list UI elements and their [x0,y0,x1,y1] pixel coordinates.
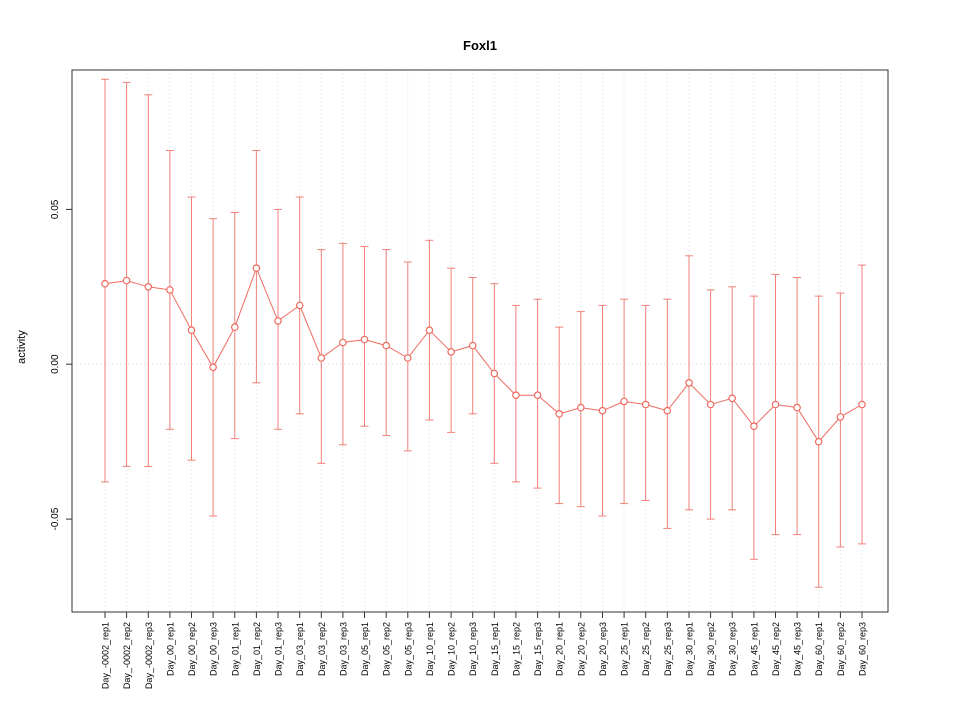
data-point [209,363,217,372]
data-point [512,391,520,400]
data-point [533,391,542,400]
data-point [425,326,434,335]
x-category-label: Day_60_rep1 [814,622,824,676]
x-category-label: Day_25_rep1 [620,622,630,676]
data-point [274,317,282,325]
x-category-label: Day_30_rep1 [685,622,695,676]
data-point [339,338,347,347]
data-point [144,282,153,291]
data-point [706,400,715,409]
y-tick-label: -0.05 [50,507,61,530]
x-category-label: Day_25_rep3 [663,622,673,676]
x-category-label: Day_45_rep3 [793,622,803,676]
data-point [360,335,369,344]
data-point [101,279,109,288]
data-point [663,406,672,415]
x-category-label: Day_03_rep1 [295,622,305,676]
y-tick-label: 0.05 [50,199,61,219]
data-point [122,276,131,285]
x-category-label: Day_10_rep1 [425,622,435,676]
data-point [295,301,304,310]
x-category-label: Day_60_rep3 [858,622,868,676]
data-point [403,354,412,362]
data-point [252,264,261,273]
x-category-label: Day_45_rep1 [749,622,759,676]
data-point [166,286,174,294]
y-tick-label: 0.00 [50,354,61,374]
x-category-label: Day_05_rep2 [382,622,392,676]
x-category-label: Day_15_rep2 [511,622,521,676]
x-category-label: Day_01_rep1 [230,622,240,676]
x-category-label: Day_03_rep3 [338,622,348,676]
x-category-label: Day_30_rep2 [706,622,716,676]
data-point [576,403,585,412]
x-category-label: Day_15_rep3 [533,622,543,676]
x-category-label: Day_05_rep3 [403,622,413,676]
data-point [728,394,737,403]
error-bar [122,81,131,467]
data-point [814,437,823,446]
data-point [685,378,693,387]
data-point [771,400,780,409]
x-category-label: Day_05_rep1 [360,622,370,676]
x-category-label: Day_20_rep2 [576,622,586,676]
x-category-label: Day_00_rep3 [209,622,219,676]
plot-box [71,69,889,613]
x-category-label: Day_10_rep3 [468,622,478,676]
x-category-label: Day_60_rep2 [836,622,846,676]
data-point [793,403,801,412]
x-category-label: Day_-0002_rep1 [101,622,111,689]
data-point [468,341,477,350]
data-point [641,400,650,409]
x-category-label: Day_20_rep1 [555,622,565,676]
x-category-label: Day_01_rep2 [252,622,262,676]
data-point [620,397,628,406]
x-category-label: Day_-0002_rep3 [144,622,154,689]
x-category-label: Day_03_rep2 [317,622,327,676]
x-category-label: Day_25_rep2 [641,622,651,676]
data-point [447,347,455,356]
chart-title: Foxl1 [463,38,497,53]
data-point [858,400,866,409]
data-point [750,422,758,431]
x-category-label: Day_10_rep2 [447,622,457,676]
data-point [382,341,391,350]
error-bar [144,94,153,467]
x-category-label: Day_45_rep2 [771,622,781,676]
data-point [836,413,845,421]
x-category-label: Day_20_rep3 [598,622,608,676]
x-category-label: Day_30_rep3 [728,622,738,676]
x-category-label: Day_00_rep2 [187,622,197,676]
data-point [598,406,607,415]
data-point [555,409,564,418]
data-point [317,354,326,362]
data-point [187,326,196,335]
x-category-label: Day_00_rep1 [165,622,175,676]
x-category-label: Day_01_rep3 [274,622,284,676]
x-category-label: Day_-0002_rep2 [122,622,132,689]
series-line [104,266,863,443]
data-point [490,369,499,378]
x-category-label: Day_15_rep1 [490,622,500,676]
data-point [231,323,239,331]
